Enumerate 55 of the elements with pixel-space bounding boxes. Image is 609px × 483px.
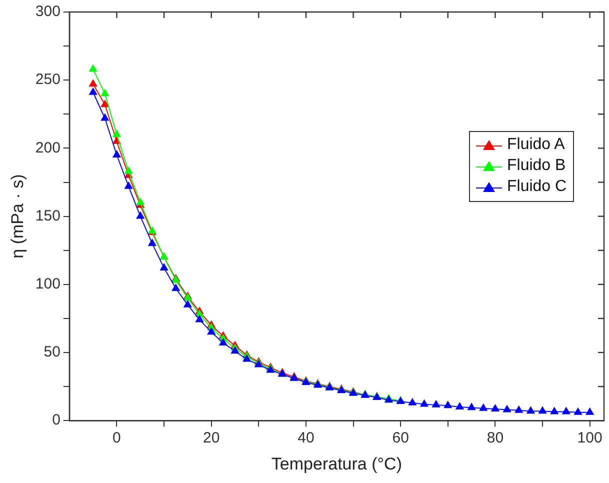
x-tick-label: 40 xyxy=(298,430,314,447)
point xyxy=(136,211,145,219)
point xyxy=(124,166,133,174)
point xyxy=(88,87,98,95)
point xyxy=(420,399,429,407)
point xyxy=(100,113,110,121)
point xyxy=(514,405,524,413)
point xyxy=(172,283,180,291)
point xyxy=(88,64,98,72)
x-tick-label: 100 xyxy=(577,430,602,447)
point xyxy=(538,406,547,414)
y-axis-title: η (mPa · s) xyxy=(8,174,27,258)
point xyxy=(136,198,145,206)
point xyxy=(585,407,594,415)
point xyxy=(479,403,488,411)
point xyxy=(467,402,476,410)
legend-label: Fluido B xyxy=(507,157,566,176)
point xyxy=(218,338,228,346)
point xyxy=(195,314,204,322)
x-tick-label: 60 xyxy=(392,430,409,447)
point xyxy=(100,88,110,96)
legend-label: Fluido A xyxy=(507,136,565,154)
point xyxy=(562,406,570,414)
y-tick-label: 100 xyxy=(35,276,60,293)
point xyxy=(160,263,168,271)
y-tick-label: 250 xyxy=(35,71,60,88)
y-tick-label: 50 xyxy=(44,344,60,361)
point xyxy=(124,181,133,189)
point xyxy=(242,354,252,362)
y-tick-label: 150 xyxy=(35,207,60,224)
point xyxy=(100,100,110,108)
x-tick-label: 20 xyxy=(203,430,220,447)
point xyxy=(526,406,536,414)
x-tick-label: 80 xyxy=(486,430,504,447)
point xyxy=(550,406,559,414)
point xyxy=(490,404,500,412)
y-tick-label: 0 xyxy=(52,412,60,429)
point xyxy=(88,79,98,87)
point xyxy=(112,130,122,138)
y-tick-label: 200 xyxy=(35,139,60,156)
point xyxy=(112,150,122,158)
point xyxy=(148,238,157,246)
point xyxy=(408,398,417,406)
legend-label: Fluido C xyxy=(507,178,567,196)
point xyxy=(574,407,582,415)
point xyxy=(455,402,464,410)
point xyxy=(230,346,240,354)
point xyxy=(207,327,216,335)
point xyxy=(432,400,440,408)
y-tick-label: 300 xyxy=(35,3,60,20)
point xyxy=(502,404,512,412)
x-axis-title: Temperatura (°C) xyxy=(271,454,402,474)
point xyxy=(444,400,452,408)
x-tick-label: 0 xyxy=(112,430,121,447)
point xyxy=(183,300,192,308)
